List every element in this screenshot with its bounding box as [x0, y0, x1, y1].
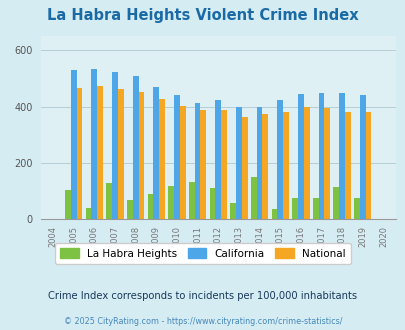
- Text: © 2025 CityRating.com - https://www.cityrating.com/crime-statistics/: © 2025 CityRating.com - https://www.city…: [64, 317, 341, 326]
- Bar: [365, 113, 371, 219]
- Bar: [168, 186, 174, 219]
- Bar: [277, 100, 282, 219]
- Bar: [132, 76, 138, 219]
- Bar: [339, 93, 344, 219]
- Bar: [230, 203, 235, 219]
- Bar: [159, 99, 164, 219]
- Bar: [209, 188, 215, 219]
- Bar: [112, 72, 117, 219]
- Bar: [235, 107, 241, 219]
- Bar: [174, 95, 179, 219]
- Bar: [70, 70, 77, 219]
- Legend: La Habra Heights, California, National: La Habra Heights, California, National: [55, 243, 350, 264]
- Bar: [77, 87, 82, 219]
- Text: La Habra Heights Violent Crime Index: La Habra Heights Violent Crime Index: [47, 8, 358, 23]
- Bar: [250, 177, 256, 219]
- Bar: [297, 94, 303, 219]
- Bar: [200, 110, 206, 219]
- Bar: [344, 112, 350, 219]
- Bar: [127, 200, 132, 219]
- Bar: [153, 87, 159, 219]
- Bar: [117, 89, 124, 219]
- Bar: [188, 182, 194, 219]
- Bar: [324, 108, 329, 219]
- Bar: [256, 107, 262, 219]
- Bar: [97, 86, 103, 219]
- Bar: [262, 114, 268, 219]
- Bar: [215, 100, 221, 219]
- Bar: [106, 183, 112, 219]
- Bar: [312, 198, 318, 219]
- Bar: [91, 69, 97, 219]
- Bar: [241, 116, 247, 219]
- Bar: [282, 112, 288, 219]
- Bar: [179, 106, 185, 219]
- Bar: [221, 110, 226, 219]
- Text: Crime Index corresponds to incidents per 100,000 inhabitants: Crime Index corresponds to incidents per…: [48, 291, 357, 301]
- Bar: [353, 198, 359, 219]
- Bar: [85, 208, 91, 219]
- Bar: [303, 107, 309, 219]
- Bar: [292, 198, 297, 219]
- Bar: [147, 194, 153, 219]
- Bar: [138, 91, 144, 219]
- Bar: [318, 93, 324, 219]
- Bar: [65, 190, 70, 219]
- Bar: [359, 95, 365, 219]
- Bar: [194, 103, 200, 219]
- Bar: [333, 187, 339, 219]
- Bar: [271, 209, 277, 219]
